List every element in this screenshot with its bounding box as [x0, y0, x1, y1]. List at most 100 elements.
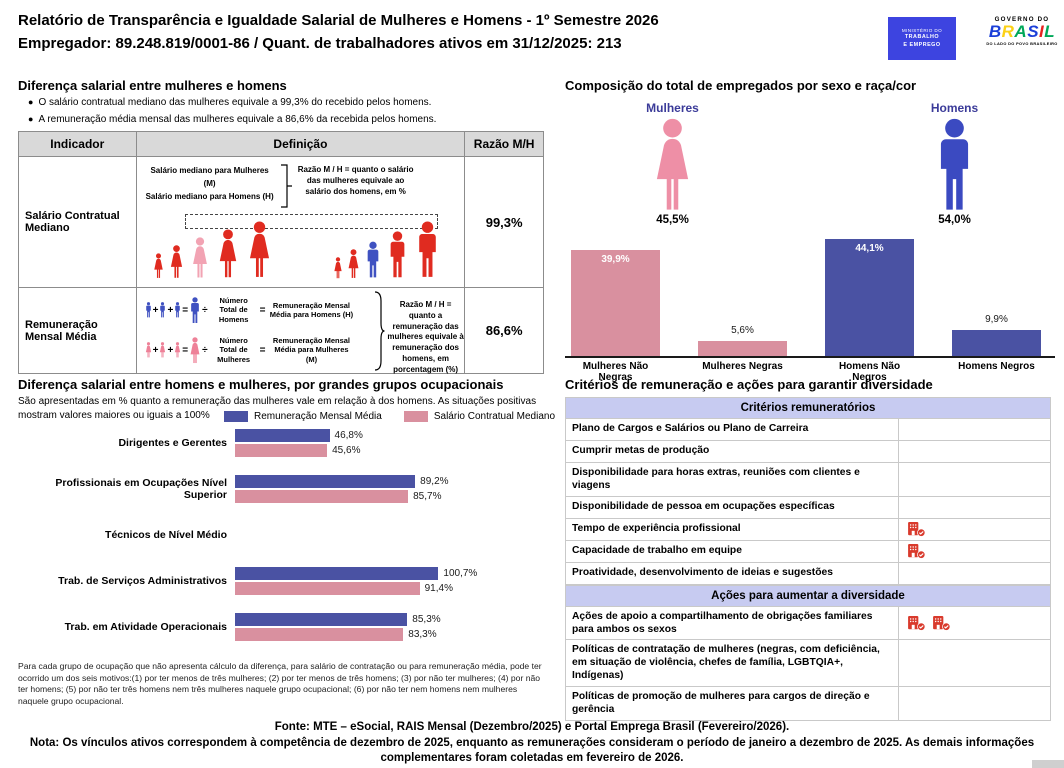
bar-slot-homens-negros: 9,9%	[952, 231, 1041, 356]
man-figure-icon	[160, 302, 166, 318]
occupational-subtitle: São apresentadas em % quanto a remuneraç…	[18, 396, 537, 421]
men-average-equation: + + = ÷ Número Total de Homens = Remuner…	[145, 296, 357, 324]
bar-value-label: 44,1%	[855, 242, 884, 254]
men-divisor-label: Número Total de Homens	[218, 296, 249, 324]
criteria-row: Ações de apoio a compartilhamento de obr…	[566, 606, 1050, 641]
bracket-icon	[280, 164, 292, 208]
definition-cell: + + = ÷ Número Total de Homens = Remuner…	[137, 288, 466, 374]
group-label: Técnicos de Nível Médio	[105, 529, 227, 541]
bar-mensal-media	[235, 613, 408, 626]
governo-brasil-logo: GOVERNO DO BRASIL DO LADO DO POVO BRASIL…	[984, 16, 1060, 46]
mte-logo: MINISTÉRIO DO TRABALHO E EMPREGO	[888, 17, 956, 60]
equals-sign: =	[259, 304, 266, 316]
bar-value-label: 9,9%	[985, 313, 1008, 325]
criteria-row: Políticas de promoção de mulheres para c…	[566, 687, 1050, 720]
footer: Fonte: MTE – eSocial, RAIS Mensal (Dezem…	[10, 720, 1054, 767]
bar-value-label: 89,2%	[420, 476, 449, 487]
ratio-value-mean: 86,6%	[485, 323, 523, 338]
scrollbar-corner[interactable]	[1032, 760, 1064, 768]
divide-sign: ÷	[202, 344, 208, 356]
criteria-section-header: Critérios remuneratórios	[566, 398, 1050, 419]
equals-sign: =	[182, 304, 189, 316]
criteria-label: Políticas de promoção de mulheres para c…	[572, 691, 870, 715]
woman-figure-icon	[219, 229, 236, 278]
bar-contratual-mediano	[235, 628, 404, 641]
woman-figure-large-icon	[190, 336, 200, 363]
woman-figure-icon	[160, 342, 166, 358]
group-label: Dirigentes e Gerentes	[118, 437, 227, 449]
man-figure-icon	[390, 231, 404, 278]
occupational-heading: Diferença salarial entre homens e mulher…	[18, 377, 504, 392]
bar-slot-mulheres-nao-negras: 39,9%	[571, 231, 660, 356]
employer-check-icon	[907, 521, 926, 538]
criteria-mark-cell	[898, 441, 1050, 462]
plus-sign: +	[152, 304, 159, 316]
criteria-mark-cell	[898, 496, 1050, 518]
col-header-razao: Razão M/H	[473, 137, 535, 151]
mte-logo-line1: MINISTÉRIO DO	[901, 28, 943, 34]
col-header-definicao: Definição	[137, 132, 466, 156]
table-row-salario-mediano: Salário Contratual Mediano Salário media…	[19, 156, 543, 287]
median-definition-lines: Salário mediano para Mulheres (M) Salári…	[145, 166, 274, 201]
bar-value-label: 100,7%	[443, 568, 478, 579]
woman-figure-icon	[170, 245, 182, 278]
salary-gap-bullet-2: ● A remuneração média mensal das mulheres…	[28, 114, 437, 125]
bar-value-label: 45,6%	[332, 445, 361, 456]
criteria-section-header: Ações para aumentar a diversidade	[566, 584, 1050, 607]
bar-value-label: 39,9%	[601, 253, 630, 265]
salary-gap-bullet-1: ● O salário contratual mediano das mulher…	[28, 97, 432, 108]
criteria-label: Plano de Cargos e Salários ou Plano de C…	[572, 423, 809, 434]
criteria-row: Capacidade de trabalho em equipe	[566, 540, 1050, 563]
group-row: Profissionais em Ocupações Nível Superio…	[18, 475, 548, 503]
group-row: Trab. em Atividade Operacionais 85,3% 83…	[18, 613, 548, 641]
man-figure-icon	[418, 221, 436, 277]
bar-value-label: 83,3%	[408, 629, 437, 640]
woman-figure-icon	[249, 221, 269, 277]
criteria-label: Tempo de experiência profissional	[572, 522, 741, 534]
footer-note: Nota: Os vínculos ativos correspondem à …	[29, 736, 1035, 765]
col-header-indicador: Indicador	[19, 132, 137, 156]
criteria-table: Critérios remuneratórios Plano de Cargos…	[565, 397, 1051, 721]
men-group-label: Homens	[930, 101, 979, 115]
legend-swatch-blue	[224, 411, 248, 422]
legend-swatch-pink	[403, 411, 428, 422]
chart-legend: Remuneração Mensal Média Salário Contrat…	[224, 411, 555, 422]
brasil-wordmark: BRASIL	[988, 22, 1056, 41]
person-figure-icon	[348, 249, 359, 278]
divide-sign: ÷	[202, 304, 208, 316]
criteria-row: Proatividade, desenvolvimento de ideias …	[566, 562, 1050, 585]
category-label: Homens Negros	[958, 361, 1035, 372]
gov-logo-bottom-text: DO LADO DO POVO BRASILEIRO	[986, 41, 1058, 46]
bullet-icon: ●	[28, 114, 34, 124]
criteria-row: Disponibilidade de pessoa em ocupações e…	[566, 496, 1050, 519]
indicator-table-header: Indicador Definição Razão M/H	[19, 132, 543, 156]
woman-figure-icon	[145, 342, 151, 358]
occupational-footnote: Para cada grupo de ocupação que não apre…	[18, 661, 542, 706]
bar-value-label: 5,6%	[731, 325, 754, 337]
criteria-mark-cell	[898, 540, 1050, 562]
bar-mensal-media	[235, 567, 439, 580]
group-row: Dirigentes e Gerentes 46,8% 45,6%	[18, 429, 548, 457]
employer-check-icon	[907, 543, 926, 560]
bar-homens-negros	[952, 329, 1041, 356]
comparison-dashed-box	[184, 214, 438, 229]
composition-heading: Composição do total de empregados por se…	[565, 78, 917, 93]
occupational-bar-chart: Dirigentes e Gerentes 46,8% 45,6% Profis…	[18, 429, 548, 659]
women-average-equation: + + = ÷ Número Total de Mulheres = Remun…	[145, 336, 357, 364]
mte-logo-line2: TRABALHO	[904, 34, 940, 41]
table-row-remuneracao-media: Remuneração Mensal Média + + = ÷ Número …	[19, 287, 543, 374]
plus-sign: +	[152, 344, 159, 356]
criteria-label: Disponibilidade de pessoa em ocupações e…	[572, 500, 835, 512]
criteria-row: Cumprir metas de produção	[566, 441, 1050, 463]
bar-slot-homens-nao-negros: 44,1%	[825, 231, 914, 356]
criteria-mark-cell	[898, 463, 1050, 496]
category-label: Mulheres Negras	[702, 361, 783, 372]
indicator-name: Salário Contratual Mediano	[19, 157, 137, 287]
composition-category-labels: Mulheres Não Negras Mulheres Negras Home…	[565, 361, 1055, 383]
woman-figure-icon	[153, 253, 163, 278]
group-label: Trab. de Serviços Administrativos	[58, 575, 227, 587]
mte-logo-line3: E EMPREGO	[903, 41, 941, 48]
mean-ratio-note: Razão M / H = quanto a remuneração das m…	[387, 300, 464, 374]
group-row: Trab. de Serviços Administrativos 100,7%…	[18, 567, 548, 595]
